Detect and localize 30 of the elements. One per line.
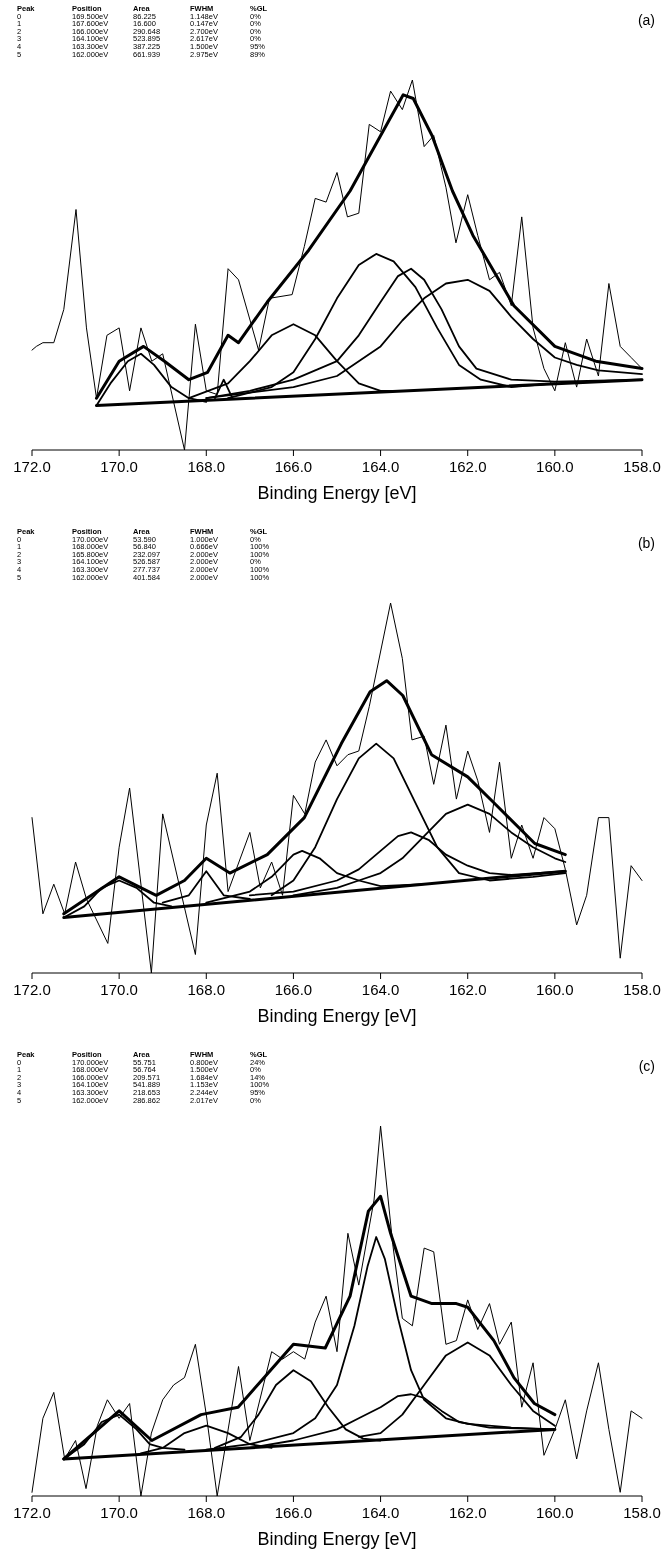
x-tick-label: 166.0 <box>274 981 313 998</box>
x-tick-label: 166.0 <box>274 458 313 475</box>
chart-title: (a) <box>637 12 655 28</box>
x-tick-label: 172.0 <box>13 458 51 475</box>
x-tick-label: 166.0 <box>274 1504 313 1521</box>
x-tick-label: 170.0 <box>100 458 138 475</box>
chart-title: (b) <box>637 535 655 551</box>
x-tick-label: 168.0 <box>187 458 226 475</box>
x-axis-title: Binding Energy [eV] <box>257 483 417 503</box>
x-tick-label: 172.0 <box>13 981 51 998</box>
x-tick-label: 160.0 <box>536 458 574 475</box>
x-tick-label: 170.0 <box>100 981 138 998</box>
x-tick-label: 158.0 <box>623 458 661 475</box>
x-tick-label: 160.0 <box>536 981 574 998</box>
x-tick-label: 168.0 <box>187 981 226 998</box>
x-tick-label: 168.0 <box>187 1504 226 1521</box>
x-tick-label: 164.0 <box>361 1504 400 1521</box>
x-axis-title: Binding Energy [eV] <box>257 1006 417 1026</box>
x-tick-label: 158.0 <box>623 981 661 998</box>
x-tick-label: 162.0 <box>448 458 487 475</box>
chart-title: (c) <box>638 1058 655 1074</box>
x-tick-label: 164.0 <box>361 458 400 475</box>
x-tick-label: 164.0 <box>361 981 400 998</box>
x-tick-label: 172.0 <box>13 1504 51 1521</box>
x-tick-label: 162.0 <box>448 1504 487 1521</box>
x-tick-label: 170.0 <box>100 1504 138 1521</box>
x-tick-label: 160.0 <box>536 1504 574 1521</box>
x-tick-label: 158.0 <box>623 1504 661 1521</box>
x-axis-title: Binding Energy [eV] <box>257 1529 417 1549</box>
x-tick-label: 162.0 <box>448 981 487 998</box>
